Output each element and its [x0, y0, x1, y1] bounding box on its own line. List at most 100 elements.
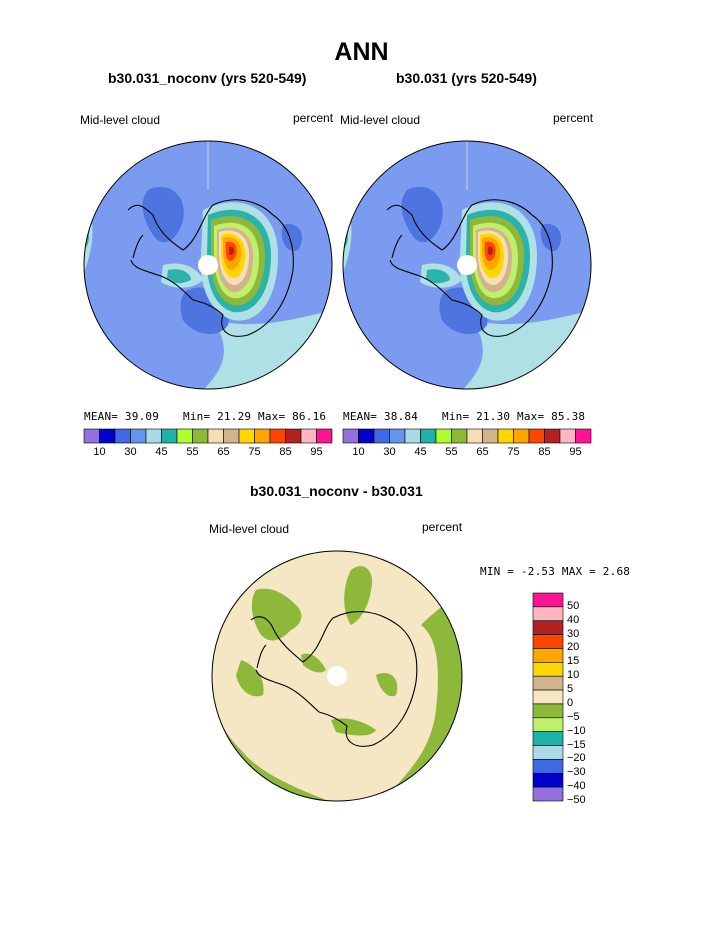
colorbar-tick-label: −15: [567, 738, 586, 751]
colorbar-tick-label: 65: [476, 446, 489, 458]
colorbar-swatch: [532, 592, 564, 608]
colorbar-tick-label: 45: [155, 446, 168, 458]
panel-1-mean: MEAN= 39.09: [84, 410, 160, 423]
colorbar-swatch: [99, 428, 116, 444]
colorbar-swatch: [404, 428, 421, 444]
colorbar-swatch: [192, 428, 209, 444]
colorbar-swatch: [358, 428, 375, 444]
colorbar-tick-label: 65: [217, 446, 230, 458]
diff-panel-title: b30.031_noconv - b30.031: [250, 483, 423, 499]
colorbar-swatch: [176, 428, 193, 444]
diff-panel-minmax: MIN = -2.53 MAX = 2.68: [480, 565, 631, 578]
colorbar-tick-label: 95: [569, 446, 582, 458]
panel-2-units: percent: [553, 111, 594, 125]
colorbar-tick-label: −50: [567, 794, 586, 806]
panel-2-mean: MEAN= 38.84: [343, 410, 419, 423]
colorbar-swatch: [532, 703, 564, 719]
figure-title: ANN: [334, 38, 389, 66]
colorbar-tick-label: 55: [445, 446, 458, 458]
colorbar-swatch: [528, 428, 545, 444]
colorbar-tick-label: 10: [567, 669, 580, 682]
colorbar-tick-label: 30: [124, 446, 137, 458]
colorbar-swatch: [532, 745, 564, 760]
colorbar-swatch: [161, 428, 178, 444]
colorbar-tick-label: −40: [567, 780, 586, 793]
colorbar-tick-label: 85: [538, 446, 551, 458]
colorbar-swatch: [373, 428, 390, 444]
colorbar-swatch: [559, 428, 576, 444]
colorbar-tick-label: 0: [567, 696, 574, 709]
colorbar-swatch: [532, 786, 564, 802]
colorbar-tick-label: 40: [567, 613, 580, 626]
panel-1-max: Max= 86.16: [258, 410, 327, 423]
colorbar-swatch: [420, 428, 437, 444]
colorbar-swatch: [544, 428, 561, 444]
diff-panel-units: percent: [422, 520, 463, 534]
colorbar-swatch: [532, 772, 564, 788]
colorbar-swatch: [435, 428, 452, 444]
colorbar-tick-label: 20: [567, 641, 580, 654]
panel-2-max: Max= 85.38: [517, 410, 586, 423]
colorbar-swatch: [269, 428, 286, 444]
colorbar-swatch: [532, 634, 564, 649]
colorbar-tick-label: −5: [567, 710, 580, 723]
colorbar-swatch: [207, 428, 224, 444]
colorbar-swatch: [342, 428, 359, 444]
colorbar-swatch: [285, 428, 302, 444]
colorbar-tick-label: 75: [248, 446, 261, 458]
colorbar-swatch: [532, 689, 564, 705]
colorbar-swatch: [145, 428, 162, 444]
colorbar-tick-label: 85: [279, 446, 292, 458]
colorbar-tick-label: 10: [93, 446, 106, 458]
panel-1-map: [83, 140, 333, 390]
colorbar-swatch: [532, 606, 564, 622]
colorbar-tick-label: −10: [567, 724, 586, 737]
colorbar-swatch: [532, 717, 564, 732]
colorbar-swatch: [532, 648, 564, 663]
colorbar-swatch: [532, 662, 564, 677]
diff-panel-field-label: Mid-level cloud: [209, 522, 290, 536]
colorbar-tick-label: −30: [567, 766, 586, 779]
colorbar-tick-label: −20: [567, 752, 586, 765]
diff-panel-map: [211, 550, 463, 802]
panel-1-colorbar: [83, 428, 333, 444]
colorbar-swatch: [223, 428, 240, 444]
colorbar-swatch: [114, 428, 131, 444]
panel-2-field-label: Mid-level cloud: [340, 113, 421, 127]
colorbar-swatch: [482, 428, 499, 444]
colorbar-swatch: [466, 428, 483, 444]
colorbar-swatch: [254, 428, 271, 444]
colorbar-swatch: [497, 428, 514, 444]
colorbar-swatch: [532, 731, 564, 746]
colorbar-swatch: [513, 428, 530, 444]
colorbar-tick-label: 10: [352, 446, 365, 458]
panel-2-map: [342, 140, 592, 390]
colorbar-swatch: [316, 428, 333, 444]
panel-2-min: Min= 21.30: [442, 410, 511, 423]
colorbar-tick-label: 45: [414, 446, 427, 458]
colorbar-swatch: [532, 675, 564, 691]
panel-2-title: b30.031 (yrs 520-549): [396, 70, 537, 86]
colorbar-tick-label: 15: [567, 655, 580, 668]
colorbar-tick-label: 5: [567, 683, 574, 696]
colorbar-tick-label: 30: [567, 627, 580, 640]
colorbar-tick-label: 75: [507, 446, 520, 458]
colorbar-tick-label: 55: [186, 446, 199, 458]
colorbar-swatch: [300, 428, 317, 444]
colorbar-swatch: [389, 428, 406, 444]
colorbar-tick-label: 30: [383, 446, 396, 458]
colorbar-swatch: [238, 428, 255, 444]
colorbar-swatch: [532, 620, 564, 635]
panel-1-field-label: Mid-level cloud: [80, 113, 161, 127]
colorbar-swatch: [130, 428, 147, 444]
colorbar-tick-label: 50: [567, 599, 580, 612]
colorbar-tick-label: 95: [310, 446, 323, 458]
colorbar-swatch: [83, 428, 100, 444]
panel-2-colorbar: [342, 428, 592, 444]
panel-1-min: Min= 21.29: [183, 410, 252, 423]
colorbar-swatch: [532, 759, 564, 774]
panel-1-title: b30.031_noconv (yrs 520-549): [108, 70, 307, 86]
panel-1-units: percent: [293, 111, 334, 125]
colorbar-swatch: [451, 428, 468, 444]
diff-panel-colorbar: [532, 592, 564, 802]
